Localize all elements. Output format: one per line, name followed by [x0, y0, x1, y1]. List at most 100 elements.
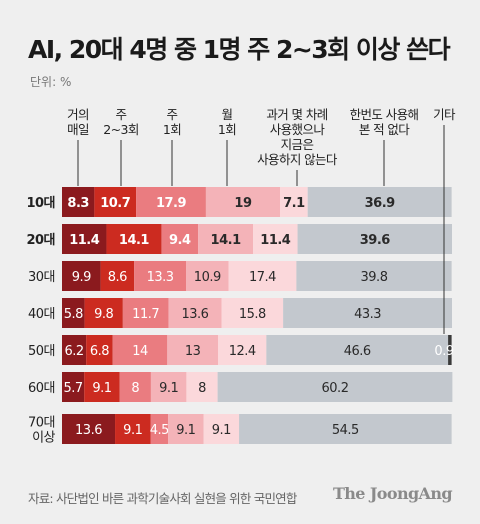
legend-label: 거의 — [67, 107, 89, 122]
bar-segment — [106, 224, 162, 254]
value-label: 11.4 — [69, 233, 100, 248]
category-label: 10대 — [26, 196, 55, 211]
value-label: 8.6 — [108, 270, 127, 285]
value-label: 17.4 — [249, 270, 276, 285]
value-label: 0.9 — [434, 344, 453, 359]
legend-label: 기타 — [433, 107, 456, 122]
bar-segment — [122, 298, 169, 328]
bar-segment — [112, 335, 168, 365]
category-label: 60대 — [28, 381, 55, 396]
value-label: 60.2 — [322, 381, 349, 396]
value-label: 14.1 — [119, 233, 150, 248]
value-label: 13.3 — [147, 270, 174, 285]
bar-segment — [280, 187, 308, 217]
value-label: 12.4 — [229, 344, 256, 359]
bar-segment — [218, 335, 267, 365]
value-label: 6.2 — [64, 344, 83, 359]
bar-segment — [167, 335, 218, 365]
bar-segment — [84, 372, 120, 402]
bar-segment — [150, 372, 187, 402]
bar-segment — [62, 298, 85, 328]
value-label: 13.6 — [75, 423, 102, 438]
category-label: 20대 — [26, 233, 55, 248]
value-label: 43.3 — [354, 307, 381, 322]
bar-segment — [205, 187, 281, 217]
value-label: 11.7 — [132, 307, 159, 322]
category-label: 40대 — [28, 307, 55, 322]
legend-label: 1회 — [163, 122, 181, 137]
legend-label: 한번도 사용해 — [350, 107, 419, 122]
bar-segment — [168, 298, 222, 328]
source-note: 자료: 사단법인 바른 과학기술사회 실현을 위한 국민연합 — [28, 491, 297, 506]
value-label: 9.9 — [72, 270, 91, 285]
value-label: 14.1 — [211, 233, 242, 248]
bar-segment — [119, 372, 151, 402]
value-label: 8.3 — [67, 196, 89, 211]
value-label: 9.1 — [212, 423, 231, 438]
legend-label: 월 — [222, 107, 233, 122]
bar-segment — [448, 335, 452, 365]
bar-segment — [186, 372, 218, 402]
bar-segment — [84, 298, 123, 328]
legend-label: 지금은 — [281, 137, 314, 152]
value-label: 39.8 — [361, 270, 388, 285]
value-label: 46.6 — [344, 344, 371, 359]
legend-label: 본 적 없다 — [359, 122, 410, 137]
unit-label: 단위: % — [30, 75, 72, 89]
legend-label: 주 — [116, 107, 127, 122]
category-label: 70대 — [28, 416, 55, 431]
stacked-bar-chart: 8.3 10.7 17.9 19 7.1 36.9 10대 11.4 14.1 9.4 14.1 11… — [26, 107, 456, 446]
legend-label: 1회 — [218, 122, 236, 137]
bar-segment — [266, 335, 449, 365]
bar-segment — [307, 187, 452, 217]
value-label: 19 — [234, 196, 252, 211]
brand-logo: The JoongAng — [332, 484, 453, 503]
value-label: 9.1 — [159, 381, 178, 396]
value-label: 11.4 — [260, 233, 291, 248]
legend-label: 주 — [167, 107, 178, 122]
value-label: 9.1 — [123, 423, 142, 438]
bar-segment — [198, 224, 254, 254]
category-label: 이상 — [32, 431, 55, 446]
bar-segment — [86, 335, 113, 365]
value-label: 17.9 — [156, 196, 187, 211]
value-label: 9.1 — [176, 423, 195, 438]
value-label: 8 — [131, 381, 139, 396]
bar-segment — [134, 261, 187, 291]
bar-segment — [62, 224, 107, 254]
bar-segment — [150, 414, 169, 444]
value-label: 13 — [185, 344, 201, 359]
value-label: 36.9 — [365, 196, 396, 211]
bar-segment — [62, 261, 101, 291]
bar-segment — [228, 261, 297, 291]
value-label: 5.7 — [64, 381, 83, 396]
legend-label: 사용하지 않는다 — [257, 152, 338, 167]
bar-segment — [296, 261, 452, 291]
bar-segment — [100, 261, 135, 291]
legend-label: 매일 — [67, 122, 89, 137]
value-label: 9.8 — [94, 307, 113, 322]
bar-segment — [203, 414, 240, 444]
value-label: 13.6 — [182, 307, 209, 322]
value-label: 10.9 — [194, 270, 221, 285]
bar-segment — [115, 414, 151, 444]
chart-title: AI, 20대 4명 중 1명 주 2~3회 이상 쓴다 — [28, 35, 451, 64]
value-label: 4.5 — [150, 423, 169, 438]
bar-segment — [217, 372, 453, 402]
value-label: 15.8 — [239, 307, 266, 322]
value-label: 6.8 — [90, 344, 109, 359]
value-label: 14 — [132, 344, 148, 359]
legend-label: 2~3회 — [103, 122, 138, 137]
value-label: 9.4 — [169, 233, 191, 248]
bar-segment — [297, 224, 452, 254]
value-label: 5.8 — [64, 307, 83, 322]
bar-segment — [253, 224, 298, 254]
bar-segment — [161, 224, 199, 254]
category-label: 30대 — [28, 270, 55, 285]
bar-segment — [136, 187, 206, 217]
bar-segment — [62, 372, 85, 402]
legend-label: 과거 몇 차례 — [266, 107, 327, 122]
value-label: 8 — [198, 381, 206, 396]
bar-segment — [62, 414, 116, 444]
value-label: 10.7 — [100, 196, 131, 211]
